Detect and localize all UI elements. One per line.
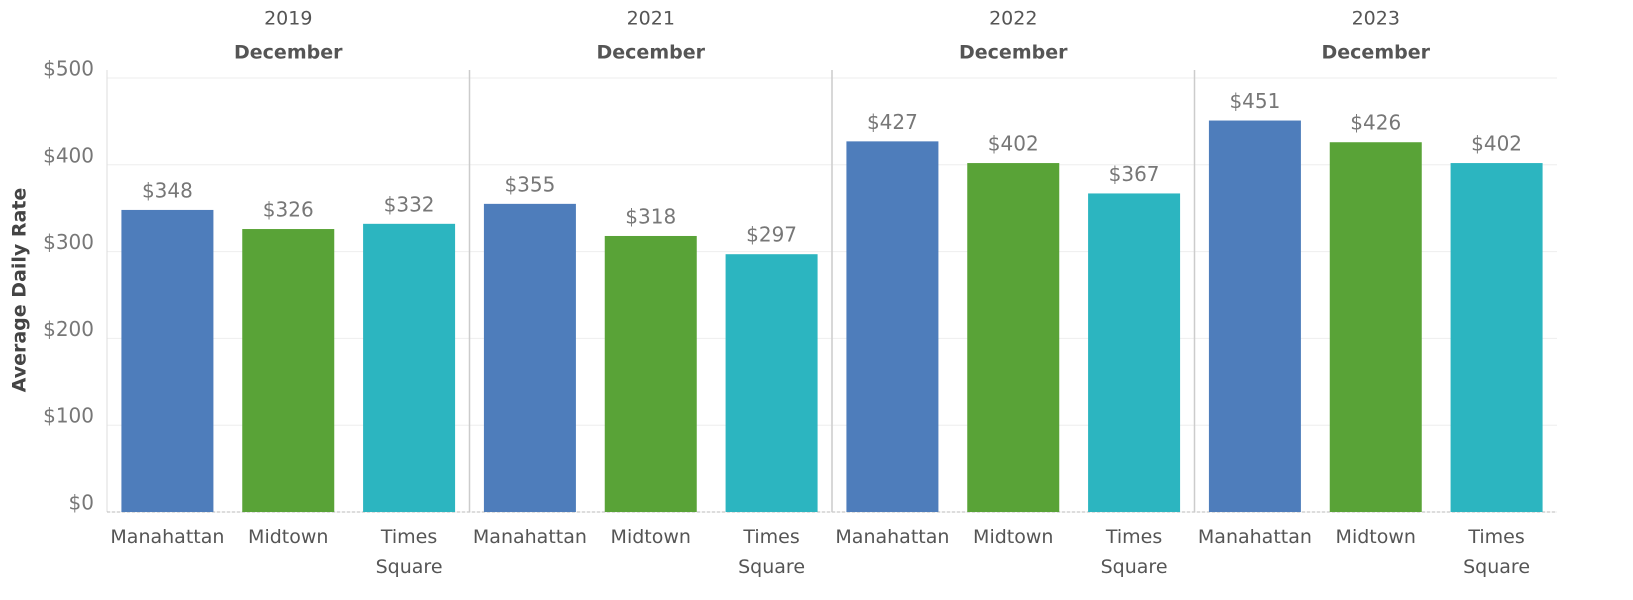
x-tick-label: Times Square: [1100, 526, 1168, 578]
value-label: $318: [625, 204, 676, 228]
y-axis-label: Average Daily Rate: [9, 188, 31, 393]
value-label: $402: [1471, 132, 1522, 156]
bar: [121, 209, 214, 512]
y-tick-label: $100: [43, 404, 94, 428]
value-label: $402: [988, 132, 1039, 156]
bar: [1208, 120, 1301, 513]
x-tick-label: Manahattan: [1197, 526, 1312, 548]
x-tick-label: Times Square: [1463, 526, 1531, 578]
y-tick-label: $200: [43, 317, 94, 341]
bar: [363, 223, 456, 512]
y-tick-label: $500: [43, 57, 94, 81]
value-label: $326: [263, 198, 314, 222]
bar: [483, 203, 576, 513]
panel-month: December: [1322, 42, 1431, 64]
panel-month: December: [234, 42, 343, 64]
panel-month: December: [597, 42, 706, 64]
bar: [242, 229, 335, 513]
panel-year: 2022: [989, 8, 1037, 30]
panel-year: 2019: [264, 8, 312, 30]
value-label: $426: [1350, 111, 1401, 135]
bar: [846, 141, 939, 512]
value-label: $297: [746, 223, 797, 247]
value-label: $332: [384, 192, 435, 216]
x-tick-label: Midtown: [248, 526, 329, 548]
y-tick-label: $0: [69, 491, 94, 515]
panel-year: 2021: [627, 8, 675, 30]
value-label: $427: [867, 110, 918, 134]
x-tick-label: Manahattan: [110, 526, 225, 548]
bar: [1088, 193, 1181, 512]
y-tick-label: $400: [43, 143, 94, 167]
bar: [1329, 142, 1422, 512]
y-tick-label: $300: [43, 230, 94, 254]
bar: [1450, 163, 1543, 512]
x-tick-label: Midtown: [610, 526, 691, 548]
value-label: $367: [1109, 162, 1160, 186]
bar: [604, 235, 697, 512]
panel-month: December: [959, 42, 1068, 64]
panel-year: 2023: [1352, 8, 1400, 30]
value-label: $451: [1229, 89, 1280, 113]
x-tick-label: Times Square: [375, 526, 443, 578]
value-label: $348: [142, 178, 193, 202]
value-label: $355: [504, 172, 555, 196]
bar: [967, 163, 1060, 512]
x-tick-label: Manahattan: [835, 526, 950, 548]
bar: [725, 254, 818, 513]
x-tick-label: Manahattan: [472, 526, 587, 548]
x-tick-label: Midtown: [973, 526, 1054, 548]
x-tick-label: Midtown: [1335, 526, 1416, 548]
x-tick-label: Times Square: [738, 526, 806, 578]
